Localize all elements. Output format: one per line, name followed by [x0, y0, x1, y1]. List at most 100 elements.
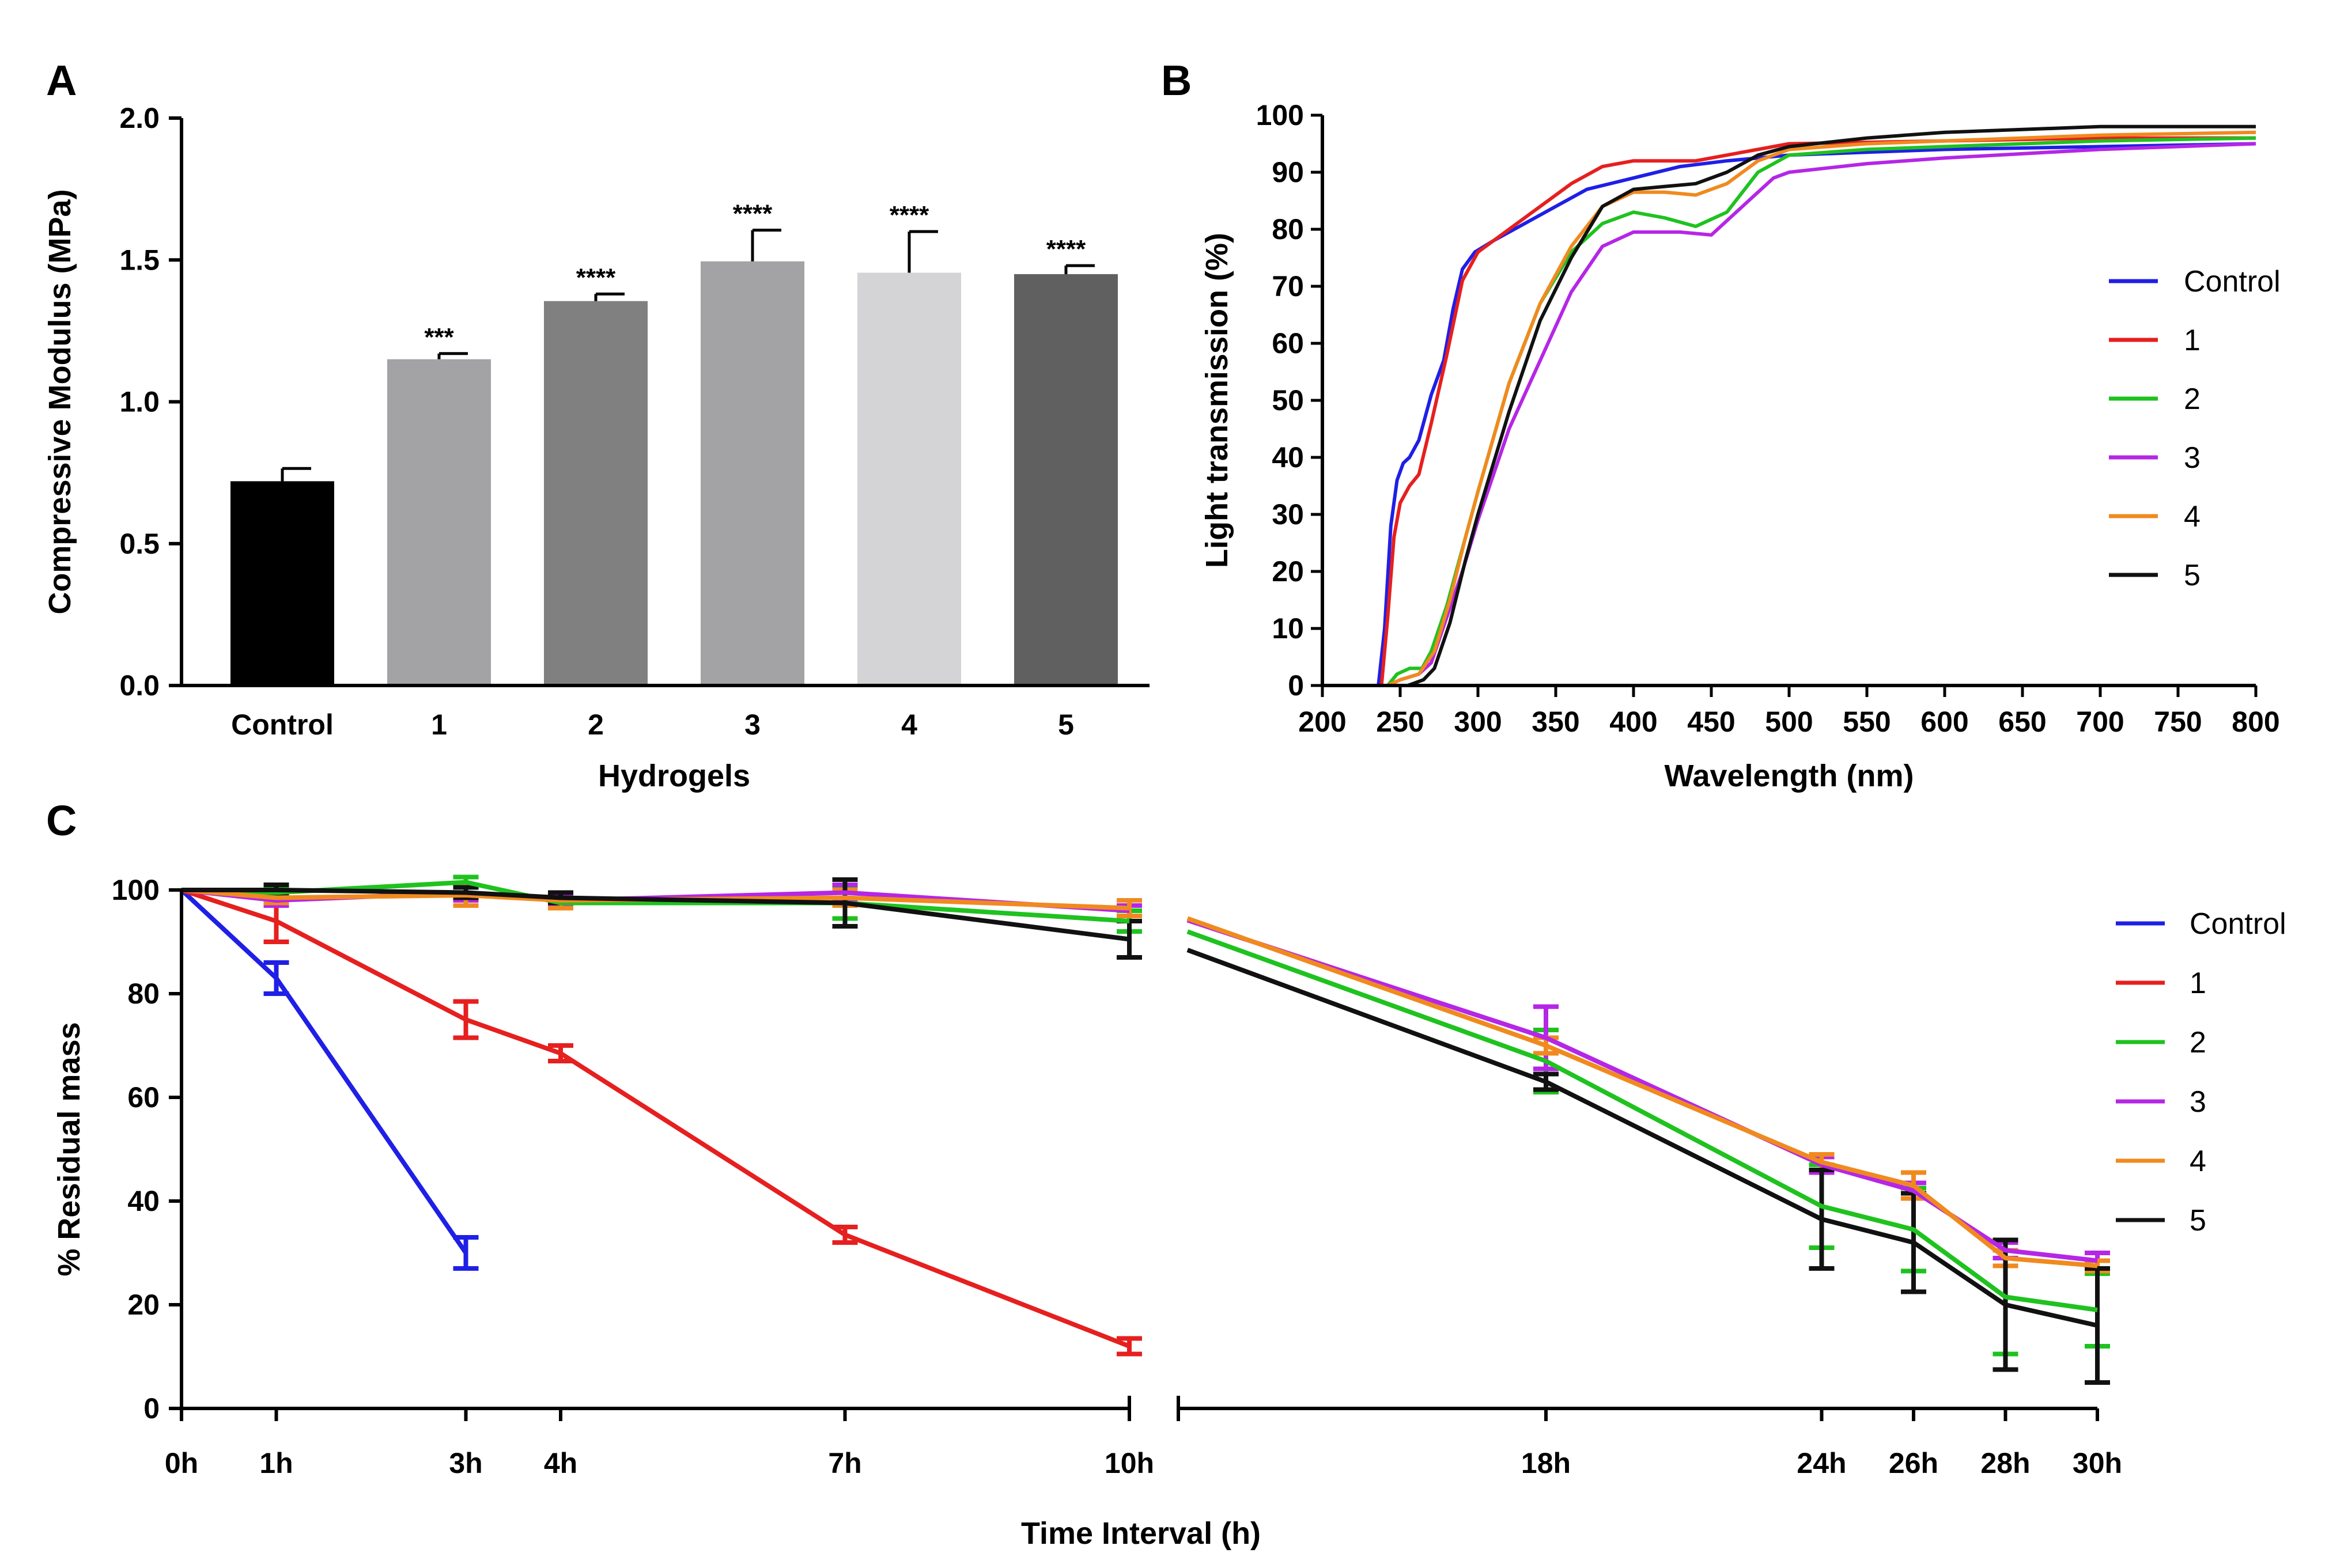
x-tick-label: 500	[1765, 706, 1813, 738]
y-tick-label: 0.0	[119, 669, 160, 702]
bar-2	[544, 301, 648, 685]
y-tick-label: 40	[1272, 441, 1304, 474]
legend-label-2: 2	[2190, 1026, 2206, 1059]
x-tick-label-2: 2	[588, 709, 604, 741]
series-line-4	[181, 888, 1130, 911]
series-line-5-late	[1186, 948, 2098, 1328]
series-line-5	[182, 888, 1130, 942]
legend-label-3: 3	[2190, 1085, 2206, 1119]
y-tick-label: 100	[112, 874, 160, 906]
x-tick-label: 3h	[449, 1447, 482, 1479]
x-tick-label: 250	[1376, 706, 1424, 738]
panel-label-a: A	[46, 56, 77, 104]
y-tick-label: 0.5	[119, 528, 160, 560]
legend-label-2: 2	[2184, 382, 2201, 416]
y-tick-label: 2.0	[119, 102, 160, 134]
bar-1	[387, 359, 491, 685]
x-tick-label: 350	[1532, 706, 1579, 738]
significance-2: ****	[576, 263, 616, 291]
y-tick-label: 10	[1272, 612, 1304, 645]
bar-Control	[230, 481, 334, 685]
x-tick-label: 450	[1687, 706, 1735, 738]
panel-c-degradation-chart: C 0 20 40 60 80 100 0h 1h 3h 4h 7h 10h 18h 24h 26h 28h 3…	[46, 797, 2286, 1551]
x-axis-title: Wavelength (nm)	[1664, 759, 1914, 793]
x-tick-label: 650	[1998, 706, 2046, 738]
legend-label-3: 3	[2184, 441, 2201, 475]
y-tick-label: 80	[127, 978, 160, 1010]
x-axis-title: Time Interval (h)	[1021, 1516, 1261, 1551]
series-line-Control	[180, 888, 468, 1255]
x-tick-label: 750	[2154, 706, 2202, 738]
x-tick-label-Control: Control	[231, 709, 334, 741]
panel-label-c: C	[46, 797, 77, 844]
y-tick-label: 60	[1272, 327, 1304, 359]
x-tick-label-3: 3	[744, 709, 761, 741]
x-axis-title: Hydrogels	[598, 759, 750, 793]
legend-label-Control: Control	[2184, 265, 2281, 298]
y-tick-label: 1.0	[119, 386, 160, 418]
legend-label-5: 5	[2184, 559, 2201, 592]
legend-label-Control: Control	[2190, 907, 2286, 941]
series-line-Control	[1322, 142, 2256, 687]
legend-label-4: 4	[2184, 500, 2201, 533]
x-tick-label: 550	[1843, 706, 1891, 738]
series-line-4-late	[1186, 916, 2098, 1268]
y-axis-title: % Residual mass	[52, 1022, 86, 1276]
x-tick-label: 300	[1454, 706, 1502, 738]
y-tick-label: 40	[127, 1185, 160, 1217]
x-tick-label: 700	[2076, 706, 2124, 738]
legend-label-4: 4	[2190, 1145, 2206, 1178]
x-tick-label: 24h	[1797, 1447, 1846, 1479]
panel-a-bar-chart: A Control *** 1 **** 2 **** 3 **** 4 **** 5 0.0 0.5 1…	[43, 56, 1150, 793]
x-tick-label: 26h	[1889, 1447, 1938, 1479]
y-tick-label: 20	[1272, 555, 1304, 588]
series-line-3-late	[1186, 918, 2098, 1263]
x-tick-label: 600	[1920, 706, 1968, 738]
y-tick-label: 60	[127, 1081, 160, 1113]
series-line-2	[1322, 136, 2256, 687]
x-tick-label: 0h	[165, 1447, 198, 1479]
x-tick-label: 28h	[1980, 1447, 2030, 1479]
x-tick-label: 18h	[1521, 1447, 1571, 1479]
series-line-1	[1322, 136, 2256, 687]
y-tick-label: 50	[1272, 384, 1304, 416]
x-tick-label: 10h	[1105, 1447, 1154, 1479]
x-tick-label: 400	[1609, 706, 1657, 738]
series-line-5	[1322, 124, 2256, 687]
y-tick-label: 0	[143, 1392, 160, 1425]
y-tick-label: 80	[1272, 213, 1304, 245]
series-line-1	[180, 888, 1131, 1349]
y-tick-label: 70	[1272, 270, 1304, 302]
significance-4: ****	[890, 201, 929, 229]
y-axis-title: Compressive Modulus (MPa)	[43, 189, 77, 614]
y-axis-title: Light transmission (%)	[1200, 233, 1234, 568]
significance-3: ****	[733, 200, 773, 228]
panel-label-b: B	[1161, 56, 1192, 104]
legend-label-1: 1	[2190, 967, 2206, 1000]
y-tick-label: 20	[127, 1289, 160, 1321]
y-tick-label: 1.5	[119, 244, 160, 276]
legend-label-1: 1	[2184, 324, 2201, 357]
significance-5: ****	[1046, 235, 1086, 263]
series-line-3	[1322, 142, 2256, 687]
legend-label-5: 5	[2190, 1204, 2206, 1237]
x-tick-label: 200	[1298, 706, 1346, 738]
bar-3	[701, 261, 804, 685]
significance-1: ***	[424, 323, 454, 351]
y-tick-label: 100	[1256, 99, 1304, 131]
series-line-4	[1322, 130, 2256, 687]
x-tick-label-1: 1	[431, 709, 447, 741]
x-tick-label: 800	[2232, 706, 2279, 738]
y-tick-label: 90	[1272, 156, 1304, 188]
y-tick-label: 0	[1288, 669, 1304, 702]
x-tick-label: 7h	[828, 1447, 861, 1479]
bar-4	[857, 272, 961, 686]
x-tick-label-4: 4	[901, 709, 917, 741]
y-tick-label: 30	[1272, 498, 1304, 531]
bar-5	[1014, 274, 1118, 685]
series-line-2-late	[1186, 929, 2098, 1312]
x-tick-label: 30h	[2073, 1447, 2122, 1479]
x-tick-label: 1h	[259, 1447, 293, 1479]
x-tick-label-5: 5	[1058, 709, 1074, 741]
x-tick-label: 4h	[544, 1447, 577, 1479]
